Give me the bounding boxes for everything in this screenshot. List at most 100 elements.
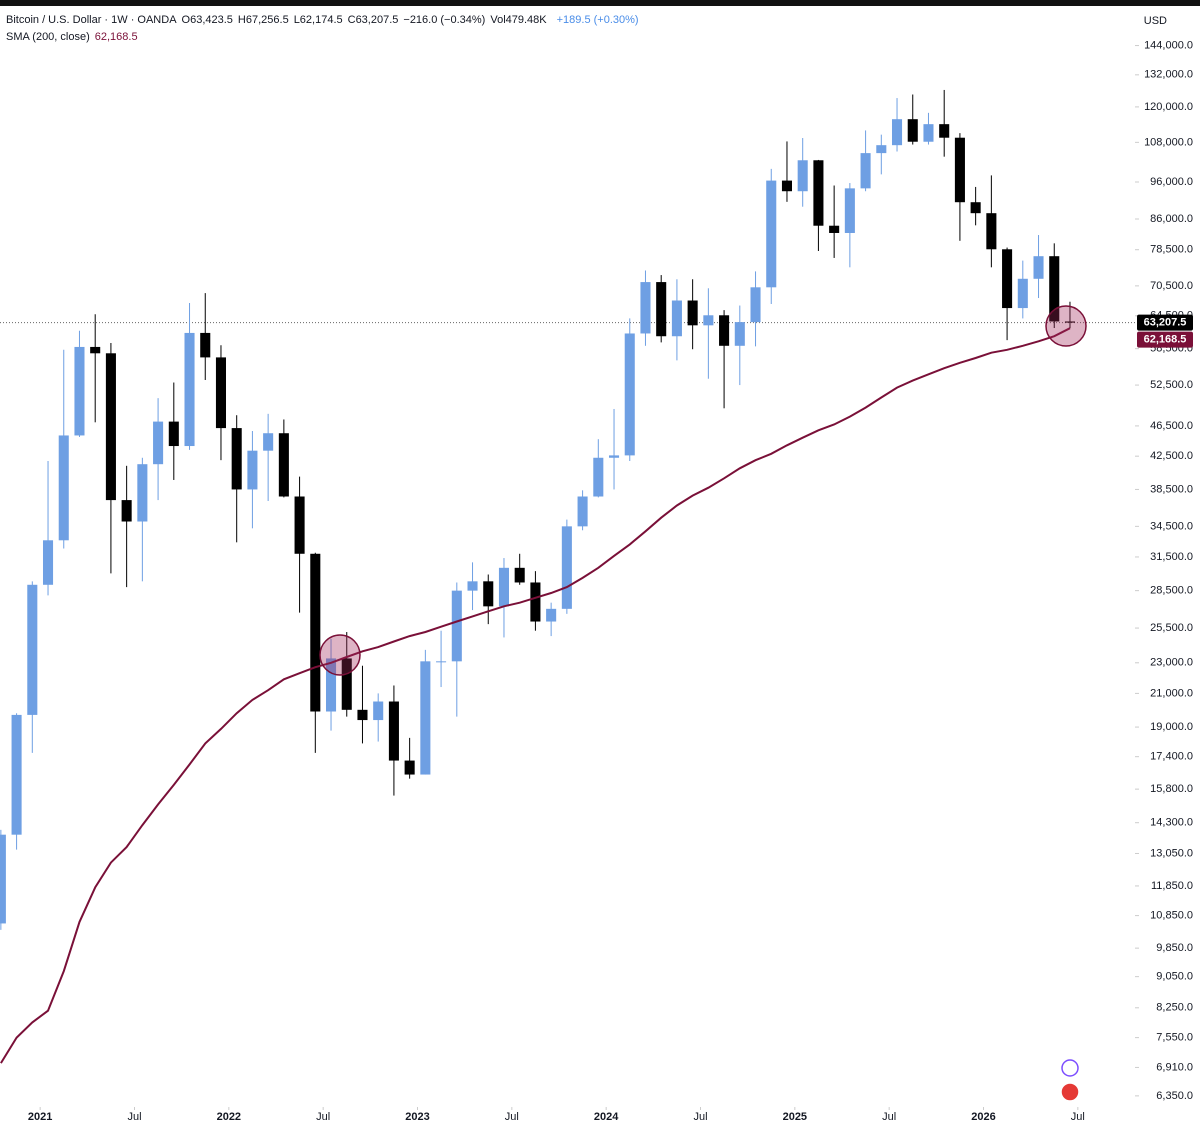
candle-body [451,590,462,662]
y-tick-label: 34,500.0 [1150,520,1193,532]
x-tick-label: 2022 [217,1111,241,1123]
candle-body [27,584,38,715]
ohlc-value: C63,207.5 [347,14,399,26]
symbol-row: Bitcoin / U.S. Dollar · 1W · OANDA O63,42… [6,12,644,29]
sma-value: 62,168.5 [94,31,138,43]
flag-icon[interactable] [1060,1082,1080,1102]
candle-body [719,315,730,346]
candle-body [404,760,415,775]
candle-body [263,433,274,451]
candle-body [121,500,132,522]
x-tick-label: Jul [882,1111,896,1123]
x-tick-label: 2026 [971,1111,995,1123]
candle-body [624,333,635,456]
candle-body [436,661,447,663]
candle-body [986,213,997,250]
y-tick-label: 96,000.0 [1150,176,1193,188]
y-tick-label: 108,000.0 [1144,136,1193,148]
ohlc: O63,423.5 H67,256.5 L62,174.5 C63,207.5 −216… [182,14,552,26]
close-price-tag-bg [1137,314,1193,331]
candle-body [325,658,337,712]
y-tick-label: 38,500.0 [1150,483,1193,495]
candle-body [954,137,965,203]
candle-body [310,553,321,712]
candle-body [498,567,510,607]
candle-body [577,496,588,527]
plot-area [0,89,1135,1064]
x-tick-label: Jul [693,1111,707,1123]
candle-body [860,153,871,189]
candle-body [514,567,525,583]
y-tick-label: 13,050.0 [1150,847,1193,859]
candle-body [891,119,903,146]
x-tick-label: Jul [1071,1111,1085,1123]
y-tick-label: 11,850.0 [1151,880,1193,892]
x-tick-label: 2021 [28,1111,52,1123]
y-tick-label: 8,250.0 [1156,1002,1193,1014]
y-tick-label: 17,400.0 [1150,751,1193,763]
candle-body [546,608,557,622]
close-price-tag: 63,207.5 [1144,317,1187,329]
candle-body [1017,278,1028,309]
candle-body [750,287,761,323]
candle-body [844,188,855,233]
assistant-icon[interactable] [1061,1059,1079,1077]
candle-body [184,332,195,447]
y-tick-label: 46,500.0 [1150,420,1193,432]
candle-body [829,225,840,233]
sma-name: SMA (200, close) [6,31,90,43]
x-tick-label: Jul [505,1111,519,1123]
candle-body [813,160,824,226]
sma-price-tag-bg [1137,331,1193,348]
candle-body [923,124,934,142]
y-tick-label: 19,000.0 [1150,721,1193,733]
y-tick-label: 120,000.0 [1144,101,1193,113]
candle-body [561,526,572,609]
y-tick-label: 23,000.0 [1150,657,1193,669]
candle-body [687,300,698,326]
y-tick-label: 28,500.0 [1150,585,1193,597]
x-tick-label: 2023 [405,1111,429,1123]
candle-body [1049,256,1060,322]
y-tick-label: 132,000.0 [1144,69,1193,81]
candle-body [467,581,478,591]
candle-body [608,455,620,458]
sma-row: SMA (200, close) 62,168.5 [6,29,644,46]
legend-header: Bitcoin / U.S. Dollar · 1W · OANDA O63,42… [6,12,644,46]
candle-body [703,315,714,326]
candle-body [876,145,887,154]
x-tick-label: Jul [127,1111,141,1123]
x-tick-label: 2024 [594,1111,619,1123]
y-tick-label: 52,500.0 [1150,379,1193,391]
candle-body [168,421,179,447]
y-tick-label: 9,850.0 [1156,942,1193,954]
y-tick-label: 42,500.0 [1150,450,1193,462]
y-tick-label: 6,910.0 [1156,1061,1193,1073]
candle-body [1064,321,1076,323]
candle-body [734,322,745,346]
y-tick-label: 9,050.0 [1156,971,1193,983]
candle-body [105,353,116,501]
highlight-circle [1045,305,1087,347]
y-tick-label: 144,000.0 [1144,39,1193,51]
x-tick-label: Jul [316,1111,330,1123]
candle-body [781,180,793,192]
candle-body [11,714,22,835]
candle-body [90,346,101,354]
y-tick-label: 21,000.0 [1150,687,1193,699]
highlight-circle [319,634,361,676]
y-tick-label: 7,550.0 [1156,1032,1193,1044]
candle-body [58,435,69,541]
candle-body [939,124,950,138]
y-tick-label: 70,500.0 [1150,280,1193,292]
candle-body [656,282,667,337]
y-tick-label: 78,500.0 [1150,244,1193,256]
candle-body [74,346,85,436]
candle-body [970,202,981,214]
candle-body [200,332,211,358]
candle-body [137,464,148,522]
y-tick-label: 31,500.0 [1150,551,1193,563]
symbol: Bitcoin / U.S. Dollar · 1W · OANDA [6,14,177,26]
